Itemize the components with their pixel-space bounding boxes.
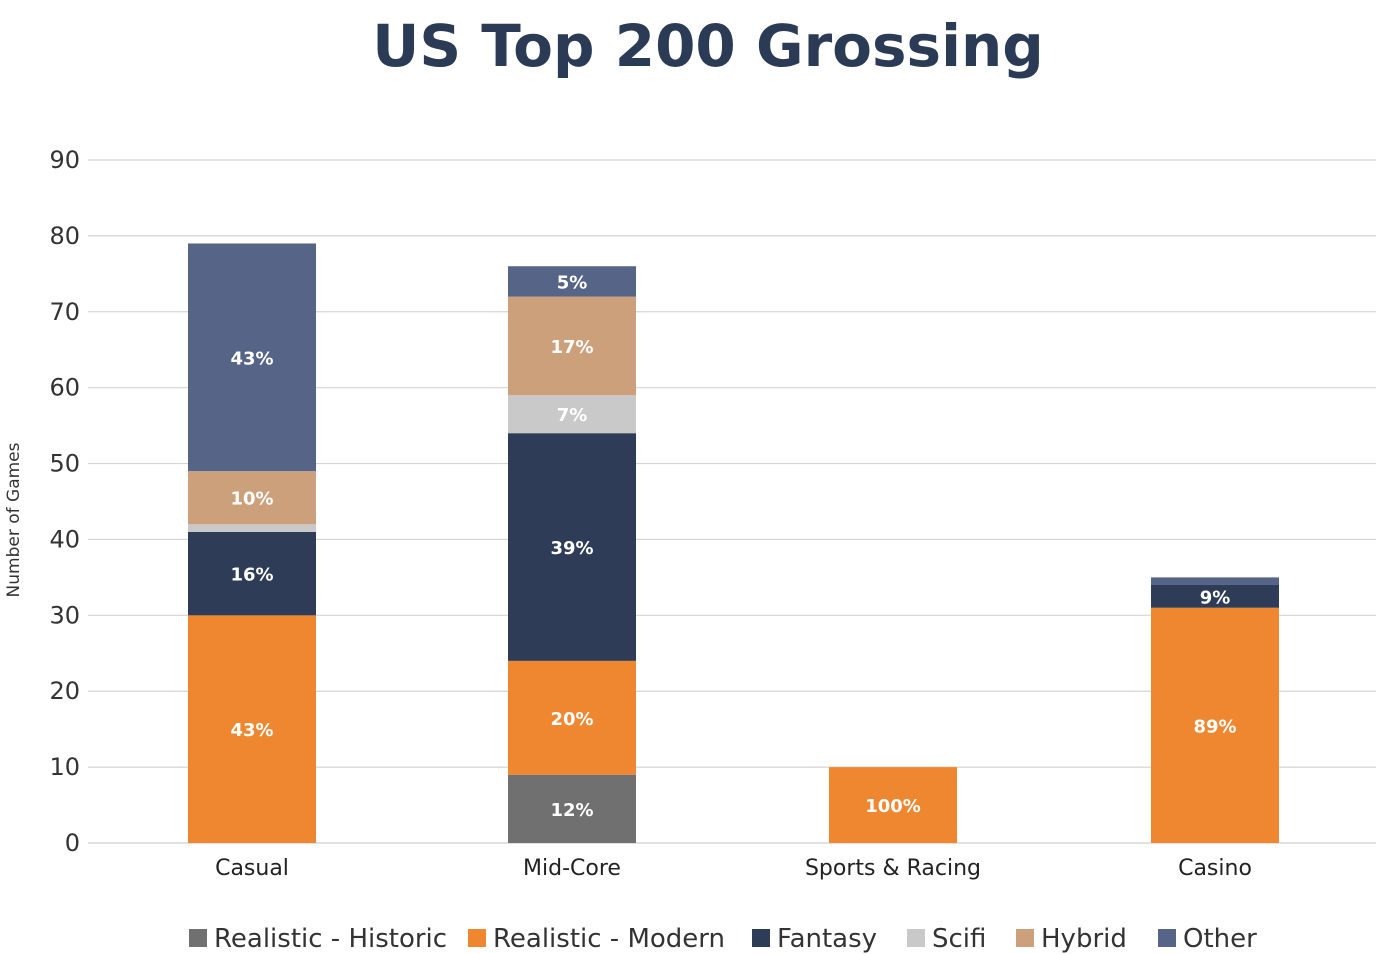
legend-label: Other <box>1183 924 1257 954</box>
y-tick-label: 50 <box>49 450 80 478</box>
bar-segment <box>508 433 636 661</box>
bar-segment <box>508 774 636 843</box>
legend-label: Hybrid <box>1041 924 1127 954</box>
bar-segment <box>188 524 316 532</box>
legend-swatch <box>1158 929 1176 947</box>
y-tick-label: 0 <box>65 829 80 857</box>
y-tick-label: 60 <box>49 374 80 402</box>
bar-segment <box>508 395 636 434</box>
y-tick-label: 40 <box>49 525 80 553</box>
data-label: 89% <box>1193 716 1236 737</box>
legend-swatch <box>752 929 770 947</box>
bar-segment <box>508 296 636 396</box>
data-label: 100% <box>865 796 921 817</box>
y-tick-label: 80 <box>49 222 80 250</box>
bar-segment <box>508 266 636 297</box>
bar-segment <box>508 660 636 775</box>
data-label: 5% <box>557 272 588 293</box>
legend-swatch <box>468 929 486 947</box>
bar-segment <box>188 471 316 525</box>
legend-label: Scifi <box>932 924 986 954</box>
bar-segment <box>188 531 316 616</box>
y-tick-label: 20 <box>49 677 80 705</box>
data-labels: 43% 16% 10% 43% 12% 20% 39% 7% 17% 5% 100% 89% 9% <box>230 272 1236 820</box>
y-tick-label: 70 <box>49 298 80 326</box>
data-label: 16% <box>230 565 273 586</box>
data-label: 43% <box>230 720 273 741</box>
data-label: 12% <box>550 800 593 821</box>
y-axis-label: Number of Games <box>4 442 24 597</box>
x-tick-label: Casino <box>1178 856 1252 881</box>
legend-label: Realistic - Historic <box>214 924 447 954</box>
bar-segment <box>1151 607 1279 843</box>
legend-swatch <box>1016 929 1034 947</box>
legend-label: Fantasy <box>777 924 877 954</box>
data-label: 9% <box>1200 587 1231 608</box>
bar-segment <box>188 615 316 843</box>
data-label: 17% <box>550 337 593 358</box>
bar-segment <box>188 243 316 472</box>
x-tick-label: Mid-Core <box>523 856 621 881</box>
x-tick-label: Casual <box>215 856 289 881</box>
bar-segment <box>1151 584 1279 608</box>
chart-title: US Top 200 Grossing <box>372 12 1044 80</box>
legend-label: Realistic - Modern <box>493 924 725 954</box>
axes: 0 10 20 30 40 50 60 70 80 90 Casual Mid-Core Sports … <box>49 146 1251 881</box>
data-label: 20% <box>550 709 593 730</box>
x-tick-label: Sports & Racing <box>805 856 981 881</box>
y-tick-label: 10 <box>49 753 80 781</box>
data-label: 43% <box>230 348 273 369</box>
data-label: 39% <box>550 538 593 559</box>
data-label: 10% <box>230 489 273 510</box>
y-tick-label: 30 <box>49 601 80 629</box>
bars <box>188 243 1279 843</box>
bar-segment <box>1151 577 1279 585</box>
data-label: 7% <box>557 405 588 426</box>
legend-swatch <box>907 929 925 947</box>
bar-segment <box>829 767 957 843</box>
legend-swatch <box>189 929 207 947</box>
y-tick-label: 90 <box>49 146 80 174</box>
legend: Realistic - Historic Realistic - Modern Fa… <box>189 924 1257 954</box>
